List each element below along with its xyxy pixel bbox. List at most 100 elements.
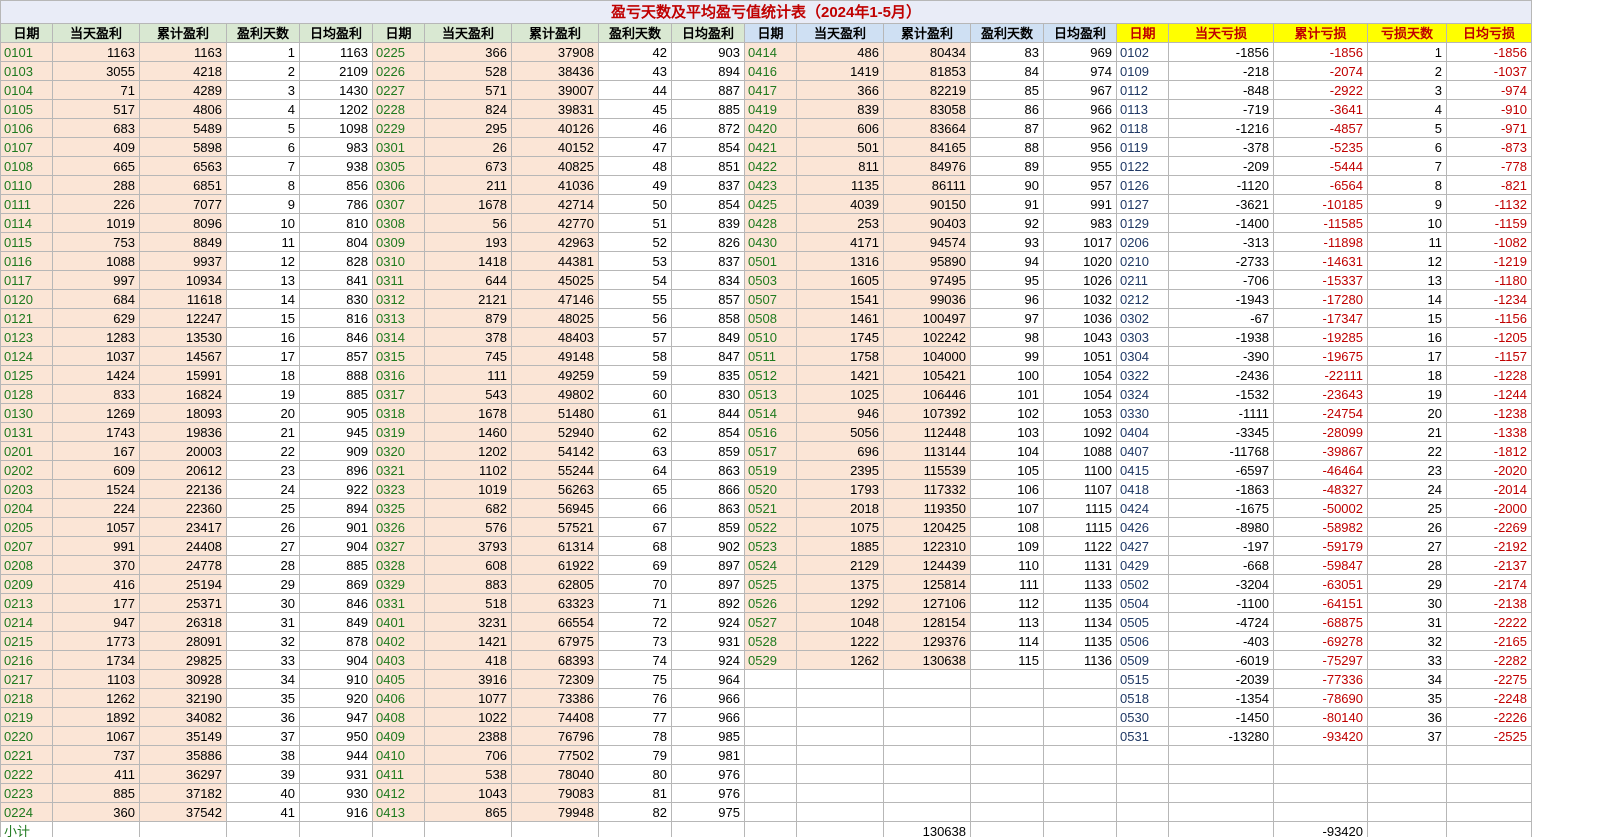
cell-profit-days-g3[interactable]: 93 (970, 232, 1044, 252)
cell-cumulative-profit-g1[interactable]: 8096 (139, 213, 227, 233)
cell-date-g3[interactable]: 0526 (744, 593, 797, 613)
cell-cumulative-loss[interactable]: -19675 (1273, 346, 1368, 366)
cell-daily-profit-g3[interactable]: 4171 (796, 232, 884, 252)
cell-profit-days-g1[interactable]: 28 (226, 555, 300, 575)
cell-avg-profit-g3[interactable]: 1088 (1043, 441, 1117, 461)
cell-daily-profit-g2[interactable]: 528 (424, 61, 512, 81)
cell-profit-days-g2[interactable]: 56 (598, 308, 672, 328)
cell-profit-days-g2[interactable]: 81 (598, 783, 672, 803)
cell-cumulative-profit-g2[interactable]: 49802 (511, 384, 599, 404)
cell-cumulative-profit-g1[interactable]: 28091 (139, 631, 227, 651)
cell-avg-profit-g2[interactable]: 863 (671, 498, 745, 518)
cell-daily-loss[interactable]: -197 (1168, 536, 1274, 556)
cell-cumulative-profit-g3[interactable]: 84165 (883, 137, 971, 157)
cell-date-g1[interactable]: 0219 (0, 707, 53, 727)
cell-cumulative-loss[interactable]: -28099 (1273, 422, 1368, 442)
cell-profit-days-g2[interactable]: 53 (598, 251, 672, 271)
cell-daily-profit-g1[interactable]: 737 (52, 745, 140, 765)
cell-date-g2[interactable]: 0306 (372, 175, 425, 195)
cell-date-g3[interactable]: 0517 (744, 441, 797, 461)
cell-profit-days-g2[interactable]: 80 (598, 764, 672, 784)
cell-avg-profit-g2[interactable]: 851 (671, 156, 745, 176)
cell-daily-profit-g1[interactable]: 833 (52, 384, 140, 404)
cell-date-g1[interactable]: 0215 (0, 631, 53, 651)
cell-daily-profit-g1[interactable]: 1019 (52, 213, 140, 233)
cell-avg-profit-g3[interactable]: 1017 (1043, 232, 1117, 252)
cell-date-g4[interactable]: 0502 (1116, 574, 1169, 594)
cell-date-g2[interactable]: 0410 (372, 745, 425, 765)
cell-cumulative-loss[interactable]: -2074 (1273, 61, 1368, 81)
cell-daily-loss[interactable]: -706 (1168, 270, 1274, 290)
cell-cumulative-loss[interactable]: -68875 (1273, 612, 1368, 632)
cell-date-g1[interactable]: 0105 (0, 99, 53, 119)
cell-avg-profit-g1[interactable]: 869 (299, 574, 373, 594)
cell-avg-profit-g2[interactable]: 903 (671, 42, 745, 62)
cell-date-g4[interactable]: 0530 (1116, 707, 1169, 727)
cell-profit-days-g3[interactable]: 111 (970, 574, 1044, 594)
cell-date-g1[interactable]: 0107 (0, 137, 53, 157)
cell-cumulative-profit-g3[interactable]: 90403 (883, 213, 971, 233)
cell-avg-profit-g3[interactable]: 955 (1043, 156, 1117, 176)
cell-avg-profit-g3[interactable]: 1131 (1043, 555, 1117, 575)
cell-avg-profit-g3[interactable]: 1135 (1043, 631, 1117, 651)
cell-daily-profit-g2[interactable]: 1460 (424, 422, 512, 442)
cell-daily-profit-g2[interactable]: 1022 (424, 707, 512, 727)
cell-daily-loss[interactable]: -209 (1168, 156, 1274, 176)
cell-avg-profit-g2[interactable]: 854 (671, 194, 745, 214)
cell-daily-profit-g3[interactable]: 1758 (796, 346, 884, 366)
cell-daily-profit-g2[interactable]: 3916 (424, 669, 512, 689)
cell-date-g1[interactable]: 0220 (0, 726, 53, 746)
cell-loss-days[interactable]: 3 (1367, 80, 1447, 100)
cell-profit-days-g3[interactable]: 89 (970, 156, 1044, 176)
cell-date-g4[interactable]: 0407 (1116, 441, 1169, 461)
cell-cumulative-loss[interactable]: -15337 (1273, 270, 1368, 290)
cell-avg-loss[interactable]: -2222 (1446, 612, 1532, 632)
cell-profit-days-g2[interactable]: 77 (598, 707, 672, 727)
cell-cumulative-profit-g3[interactable]: 106446 (883, 384, 971, 404)
cell-profit-days-g1[interactable]: 12 (226, 251, 300, 271)
cell-cumulative-profit-g3[interactable]: 102242 (883, 327, 971, 347)
cell-avg-profit-g1[interactable]: 846 (299, 327, 373, 347)
cell-cumulative-loss[interactable]: -5444 (1273, 156, 1368, 176)
cell-cumulative-profit-g2[interactable]: 57521 (511, 517, 599, 537)
cell-profit-days-g3[interactable]: 104 (970, 441, 1044, 461)
cell-profit-days-g2[interactable]: 50 (598, 194, 672, 214)
cell-cumulative-profit-g1[interactable]: 35149 (139, 726, 227, 746)
cell-daily-profit-g3[interactable]: 366 (796, 80, 884, 100)
cell-avg-profit-g3[interactable]: 1043 (1043, 327, 1117, 347)
cell-profit-days-g1[interactable]: 39 (226, 764, 300, 784)
cell-profit-days-g1[interactable]: 37 (226, 726, 300, 746)
cell-daily-profit-g1[interactable]: 360 (52, 802, 140, 822)
cell-date-g1[interactable]: 0121 (0, 308, 53, 328)
cell-date-g4[interactable]: 0112 (1116, 80, 1169, 100)
cell-cumulative-loss[interactable]: -24754 (1273, 403, 1368, 423)
cell-avg-loss[interactable]: -2192 (1446, 536, 1532, 556)
cell-avg-loss[interactable]: -821 (1446, 175, 1532, 195)
cell-avg-profit-g2[interactable]: 902 (671, 536, 745, 556)
cell-cumulative-profit-g3[interactable]: 117332 (883, 479, 971, 499)
cell-avg-profit-g2[interactable]: 859 (671, 517, 745, 537)
cell-cumulative-profit-g3[interactable]: 128154 (883, 612, 971, 632)
cell-profit-days-g1[interactable]: 35 (226, 688, 300, 708)
cell-profit-days-g3[interactable]: 115 (970, 650, 1044, 670)
cell-daily-profit-g2[interactable]: 576 (424, 517, 512, 537)
cell-cumulative-profit-g3[interactable]: 80434 (883, 42, 971, 62)
cell-date-g3[interactable]: 0514 (744, 403, 797, 423)
cell-avg-loss[interactable]: -2020 (1446, 460, 1532, 480)
cell-avg-profit-g1[interactable]: 922 (299, 479, 373, 499)
cell-cumulative-profit-g1[interactable]: 25371 (139, 593, 227, 613)
cell-daily-profit-g3[interactable]: 839 (796, 99, 884, 119)
cell-cumulative-loss[interactable]: -2922 (1273, 80, 1368, 100)
cell-avg-profit-g2[interactable]: 964 (671, 669, 745, 689)
cell-loss-days[interactable]: 2 (1367, 61, 1447, 81)
cell-avg-loss[interactable]: -1812 (1446, 441, 1532, 461)
cell-cumulative-profit-g2[interactable]: 40152 (511, 137, 599, 157)
cell-cumulative-loss[interactable]: -64151 (1273, 593, 1368, 613)
cell-date-g3[interactable]: 0420 (744, 118, 797, 138)
cell-avg-profit-g1[interactable]: 885 (299, 555, 373, 575)
cell-cumulative-profit-g2[interactable]: 76796 (511, 726, 599, 746)
cell-date-g1[interactable]: 0224 (0, 802, 53, 822)
cell-daily-profit-g3[interactable]: 1421 (796, 365, 884, 385)
cell-cumulative-profit-g1[interactable]: 16824 (139, 384, 227, 404)
cell-avg-profit-g3[interactable]: 967 (1043, 80, 1117, 100)
